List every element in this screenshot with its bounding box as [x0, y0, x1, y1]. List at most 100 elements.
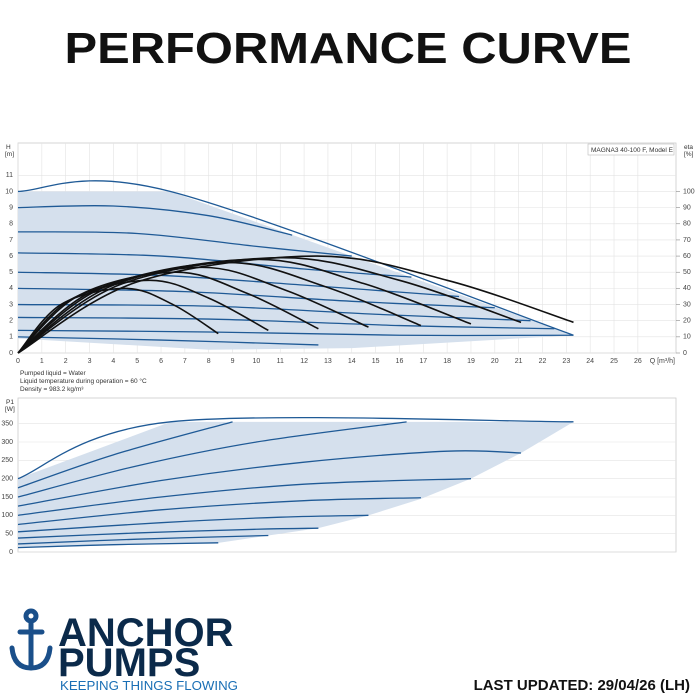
y2-tick-label: 100: [683, 188, 695, 195]
x-axis-label: Q [m³/h]: [650, 358, 675, 365]
x-tick-label: 10: [253, 358, 261, 365]
y-tick-label: 3: [9, 301, 13, 308]
y-axis-unit: [W]: [5, 406, 15, 413]
y-tick-label: 6: [9, 253, 13, 260]
logo-line2: PUMPS: [58, 641, 200, 685]
note: Liquid temperature during operation = 60…: [20, 377, 147, 385]
x-tick-label: 26: [634, 358, 642, 365]
x-tick-label: 25: [610, 358, 618, 365]
y-tick-label: 10: [5, 188, 13, 195]
curve: [17, 421, 407, 498]
curve: [17, 180, 574, 336]
y2-tick-label: 70: [683, 237, 691, 244]
y-tick-label: 100: [1, 512, 13, 519]
note: Pumped liquid = Water: [20, 370, 87, 377]
y-tick-label: 200: [1, 476, 13, 483]
y-tick-label: 150: [1, 494, 13, 501]
y2-tick-label: 10: [683, 334, 691, 341]
curve: [17, 450, 522, 507]
y2-tick-label: 30: [683, 301, 691, 308]
x-tick-label: 5: [135, 358, 139, 365]
y-tick-label: 11: [6, 172, 13, 179]
x-tick-label: 9: [231, 358, 235, 365]
y-tick-label: 8: [9, 221, 13, 228]
curve: [17, 271, 460, 298]
y-tick-label: 300: [1, 439, 13, 446]
x-tick-label: 18: [443, 358, 451, 365]
x-tick-label: 20: [491, 358, 499, 365]
y-tick-label: 350: [1, 421, 13, 428]
efficiency-curve: [17, 279, 269, 354]
efficiency-curve: [17, 287, 219, 354]
power-chart: 0 50 100 150 200 250 300 350 P1[W]: [1, 397, 677, 556]
note: Density = 983.2 kg/m³: [20, 386, 84, 393]
x-tick-label: 3: [88, 358, 92, 365]
y-tick-label: 7: [9, 237, 13, 244]
x-tick-label: 14: [348, 358, 356, 365]
x-tick-label: 2: [64, 358, 68, 365]
page-title: PERFORMANCE CURVE: [65, 24, 632, 73]
curve: [17, 421, 233, 489]
y-tick-label: 0: [9, 350, 13, 357]
x-tick-label: 24: [586, 358, 594, 365]
x-tick-label: 15: [372, 358, 380, 365]
x-tick-label: 11: [277, 358, 284, 365]
curve: [17, 527, 319, 539]
last-updated: LAST UPDATED: 29/04/26 (LH): [474, 677, 690, 694]
y2-tick-label: 60: [683, 253, 691, 260]
x-tick-label: 12: [300, 358, 308, 365]
curve: [17, 329, 574, 337]
logo-tagline: KEEPING THINGS FLOWING: [60, 678, 238, 693]
x-tick-label: 7: [183, 358, 187, 365]
y2-tick-label: 20: [683, 318, 691, 325]
curve: [17, 497, 421, 526]
x-tick-label: 4: [111, 358, 115, 365]
y-tick-label: 0: [9, 549, 13, 556]
curve: [17, 534, 269, 545]
curve: [17, 316, 555, 330]
y2-axis-unit: [%]: [684, 151, 694, 158]
curve: [17, 542, 219, 549]
curve: [17, 287, 495, 309]
y2-tick-label: 0: [683, 350, 687, 357]
x-tick-label: 8: [207, 358, 211, 365]
model-label: MAGNA3 40-100 F, Model E: [591, 147, 674, 154]
y-tick-label: 4: [9, 285, 13, 292]
y-tick-label: 50: [5, 531, 13, 538]
curve: [17, 204, 293, 236]
x-tick-label: 17: [419, 358, 427, 365]
y-tick-label: 5: [9, 269, 13, 276]
model-box: [587, 143, 675, 156]
x-tick-label: 0: [16, 358, 20, 365]
curve: [17, 514, 369, 533]
y2-axis-label: eta: [684, 144, 693, 151]
curve: [17, 416, 574, 480]
logo-line1: ANCHOR: [58, 611, 234, 655]
curve: [17, 478, 471, 516]
x-tick-label: 13: [324, 358, 332, 365]
efficiency-curve: [17, 255, 574, 354]
curve: [17, 231, 352, 257]
y2-tick-label: 90: [683, 204, 691, 211]
y-tick-label: 2: [9, 318, 13, 325]
x-tick-label: 19: [467, 358, 475, 365]
x-tick-label: 16: [396, 358, 404, 365]
x-tick-label: 23: [562, 358, 570, 365]
head-chart: 0 1 2 3 4 5 6 7 8 9 10 11 12 13 14 15 16 17 18 19 20 21 22 23 24…: [5, 142, 695, 393]
x-tick-label: 21: [515, 358, 523, 365]
curve: [17, 336, 319, 346]
y2-tick-label: 80: [683, 221, 691, 228]
curve: [17, 303, 531, 322]
y-tick-label: 9: [9, 204, 13, 211]
y2-tick-label: 40: [683, 285, 691, 292]
x-tick-label: 22: [539, 358, 547, 365]
x-tick-label: 6: [159, 358, 163, 365]
y-tick-label: 250: [1, 457, 13, 464]
logo-icon: [9, 608, 53, 671]
x-tick-label: 1: [40, 358, 44, 365]
y-tick-label: 1: [9, 334, 13, 341]
y-axis-label: H: [6, 144, 11, 151]
y-axis-unit: [m]: [5, 151, 14, 158]
y2-tick-label: 50: [683, 269, 691, 276]
